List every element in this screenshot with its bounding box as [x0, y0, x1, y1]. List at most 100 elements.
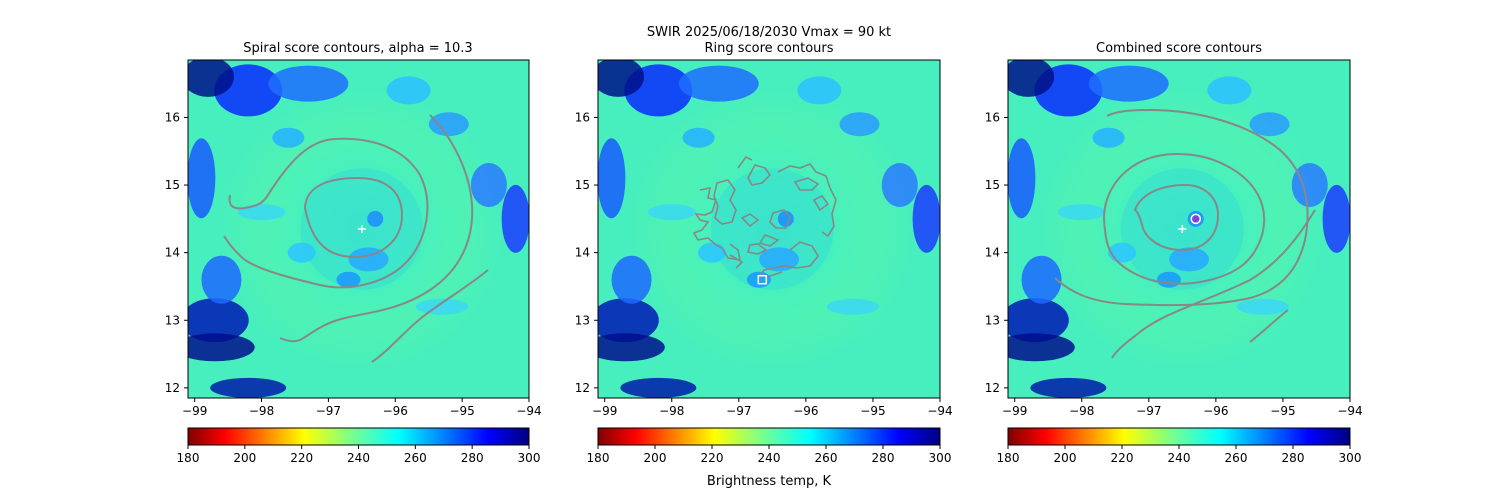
x-tick-label: −99 [592, 404, 617, 418]
y-tick-label: 15 [575, 178, 590, 192]
cloud-cell [1291, 163, 1328, 208]
panel-spiral: Spiral score contours, alpha = 10.3 −99−… [165, 41, 542, 418]
cloud-cell [188, 138, 216, 219]
panel-title: Ring score contours [704, 41, 833, 56]
colorbar-tick-label: 240 [758, 451, 781, 465]
cloud-cell [501, 184, 529, 253]
colorbar-tick-label: 240 [347, 451, 370, 465]
colorbar-tick-label: 260 [1225, 451, 1248, 465]
y-tick-label: 16 [575, 110, 590, 124]
colorbar-tick-label: 300 [1339, 451, 1362, 465]
colorbar-1: 180 200 220 240 260 280 300 [177, 427, 540, 465]
cloud-cell [777, 210, 794, 227]
cloud-cell [188, 298, 249, 343]
cloud-cell [611, 255, 652, 304]
x-tick-label: −95 [860, 404, 885, 418]
cloud-cell [839, 112, 880, 137]
x-tick-label: −94 [516, 404, 541, 418]
colorbar-tick-label: 200 [233, 451, 256, 465]
cloud-cell [1030, 377, 1107, 398]
cloud-cell [188, 60, 235, 97]
cloud-cell [678, 65, 759, 102]
cloud-cell [416, 298, 469, 315]
x-tick-label: −97 [316, 404, 341, 418]
colorbar-gradient [187, 427, 530, 446]
colorbar-gradient [597, 427, 941, 446]
eyewall-band [710, 168, 834, 290]
x-axis-ticks: −99 −98 −97 −96 −95 −94 [592, 398, 953, 418]
satellite-image [188, 60, 529, 398]
x-tick-label: −97 [726, 404, 751, 418]
cloud-cell [598, 333, 665, 362]
cloud-cell [1249, 112, 1290, 137]
cloud-cell [682, 127, 715, 148]
colorbar-tick-label: 240 [1168, 451, 1191, 465]
cloud-cell [620, 377, 697, 398]
y-tick-label: 13 [575, 313, 590, 327]
colorbar-tick-label: 280 [1282, 451, 1305, 465]
cloud-cell [881, 163, 918, 208]
plot-frame [597, 59, 941, 399]
panel-markers [357, 225, 366, 233]
x-axis-ticks: −99 −98 −97 −96 −95 −94 [1002, 398, 1363, 418]
cloud-cell [268, 65, 349, 102]
colorbar-2: 180 200 220 240 260 280 300 [587, 427, 952, 465]
cloud-cell [367, 210, 384, 227]
colorbar-gradient [1007, 427, 1351, 446]
colorbar-tick-label: 220 [290, 451, 313, 465]
cloud-cell [1008, 333, 1075, 362]
colorbar-tick-label: 200 [1054, 451, 1077, 465]
cloud-cell [797, 76, 842, 105]
colorbar-tick-label: 180 [997, 451, 1020, 465]
cloud-cell [188, 333, 255, 362]
contour-lines [223, 114, 489, 363]
cloud-cell [826, 298, 879, 315]
panel-ring: Ring score contours −99 −98 −97 −96 −95 −94 1… [575, 41, 953, 418]
colorbar-tick-label: 200 [644, 451, 667, 465]
x-tick-label: −99 [182, 404, 207, 418]
satellite-image [598, 60, 940, 398]
satellite-image [1008, 60, 1350, 398]
center-plus-marker [1178, 225, 1187, 233]
y-axis-ticks: 12 13 14 15 16 [165, 110, 188, 395]
colorbar-3: 180 200 220 240 260 280 300 [997, 427, 1362, 465]
cloud-cell [1021, 255, 1062, 304]
cloud-cell [1322, 184, 1350, 253]
x-tick-label: −95 [1270, 404, 1295, 418]
y-tick-label: 13 [985, 313, 1000, 327]
y-tick-label: 15 [985, 178, 1000, 192]
contour-lines [1054, 108, 1316, 359]
cloud-cell [1008, 298, 1069, 343]
cloud-cell [1092, 127, 1125, 148]
y-tick-label: 15 [165, 178, 180, 192]
cloud-cell [698, 242, 726, 263]
colorbar-tick-label: 220 [1111, 451, 1134, 465]
cloud-cell [1169, 247, 1210, 272]
cloud-cell [598, 298, 659, 343]
colorbar-tick-label: 180 [587, 451, 610, 465]
x-tick-label: −98 [249, 404, 274, 418]
x-tick-label: −98 [1069, 404, 1094, 418]
cloud-cell [470, 163, 507, 208]
x-tick-label: −96 [793, 404, 818, 418]
x-tick-label: −99 [1002, 404, 1027, 418]
x-tick-label: −94 [1337, 404, 1362, 418]
y-tick-label: 14 [985, 246, 1000, 260]
cloud-cell [1236, 298, 1289, 315]
cloud-cell [336, 271, 361, 288]
figure-suptitle: SWIR 2025/06/18/2030 Vmax = 90 kt [647, 25, 891, 40]
x-tick-label: −98 [659, 404, 684, 418]
panel-title: Combined score contours [1096, 41, 1262, 56]
y-tick-label: 16 [165, 110, 180, 124]
colorbar-tick-label: 300 [929, 451, 952, 465]
colorbar-tick-label: 260 [815, 451, 838, 465]
x-tick-label: −94 [927, 404, 952, 418]
cloud-cell [386, 76, 431, 105]
center-plus-marker [357, 225, 366, 233]
colorbar-label: Brightness temp, K [707, 474, 832, 489]
cloud-cell [1156, 271, 1181, 288]
y-tick-label: 13 [165, 313, 180, 327]
y-tick-label: 12 [575, 381, 590, 395]
cloud-cell [287, 242, 316, 263]
